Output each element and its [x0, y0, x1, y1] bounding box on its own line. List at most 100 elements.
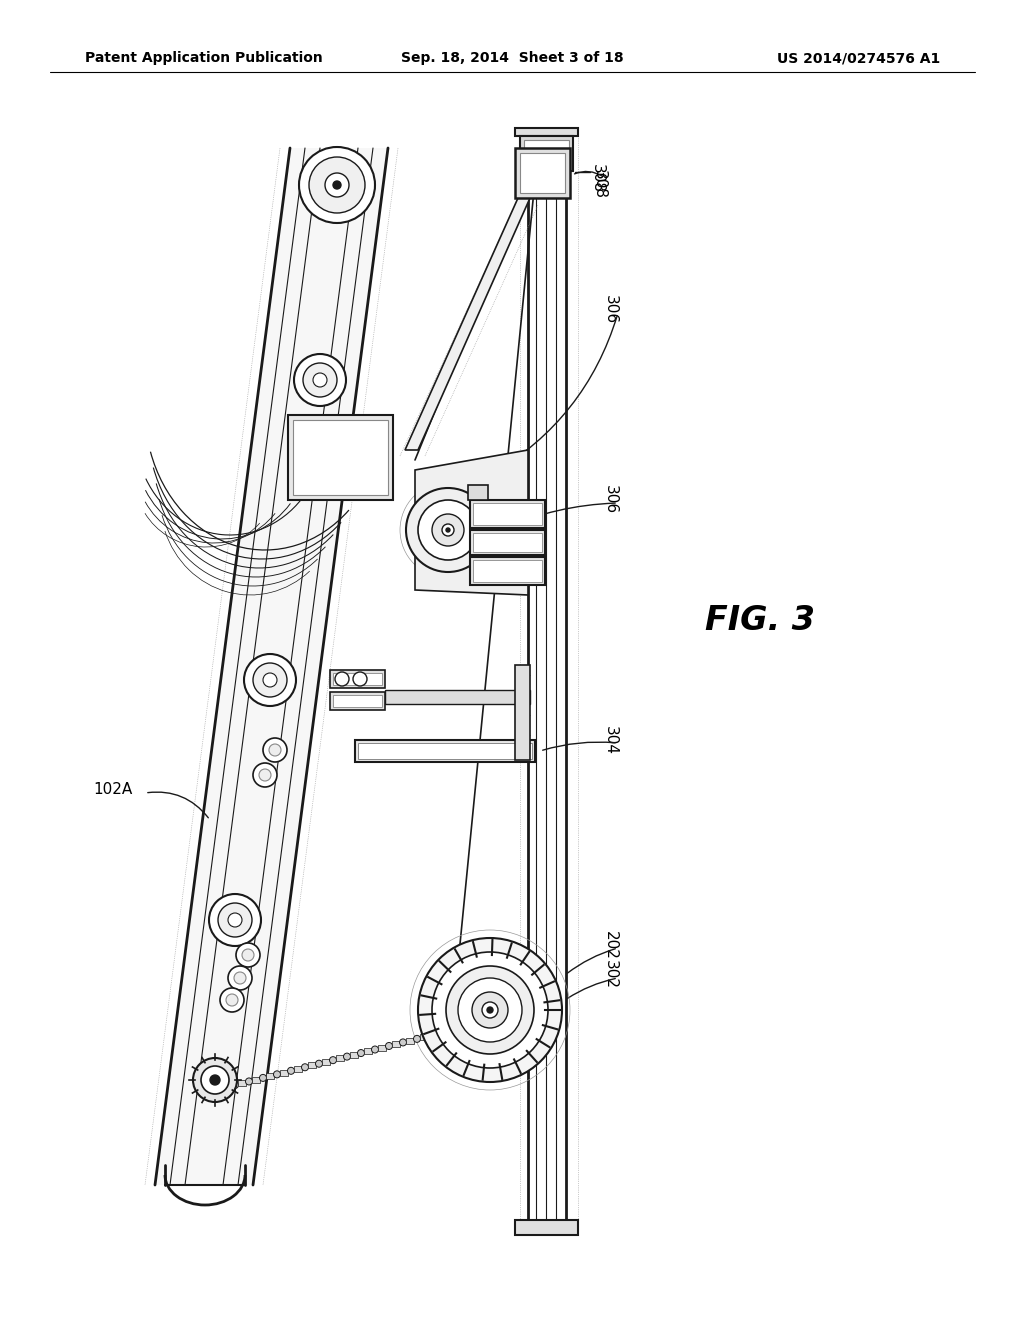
Circle shape	[418, 939, 562, 1082]
Text: FIG. 3: FIG. 3	[705, 603, 815, 636]
Circle shape	[385, 1043, 392, 1049]
Text: 306: 306	[603, 486, 618, 515]
Bar	[280, 1069, 288, 1076]
Circle shape	[242, 949, 254, 961]
Circle shape	[253, 663, 287, 697]
Bar	[238, 1080, 246, 1086]
Circle shape	[343, 1053, 350, 1060]
Circle shape	[273, 1071, 281, 1078]
Text: 306: 306	[603, 296, 618, 325]
Text: 302: 302	[603, 961, 618, 990]
Bar	[473, 503, 542, 525]
Bar	[473, 533, 542, 552]
Bar	[322, 1059, 330, 1065]
Circle shape	[231, 1081, 239, 1089]
Circle shape	[335, 672, 349, 686]
Circle shape	[313, 374, 327, 387]
Bar	[330, 671, 385, 688]
Circle shape	[446, 966, 534, 1053]
Text: 202: 202	[603, 931, 618, 960]
Bar	[524, 140, 569, 168]
Circle shape	[226, 994, 238, 1006]
Circle shape	[357, 1049, 365, 1056]
Bar	[470, 557, 545, 585]
Bar	[378, 1044, 386, 1051]
Bar	[420, 1034, 428, 1040]
Circle shape	[210, 1074, 220, 1085]
Circle shape	[406, 488, 490, 572]
Circle shape	[301, 1064, 308, 1071]
Circle shape	[193, 1059, 237, 1102]
Circle shape	[209, 894, 261, 946]
Circle shape	[482, 1002, 498, 1018]
Bar	[468, 484, 488, 500]
Bar	[515, 1220, 578, 1236]
Bar	[308, 1063, 316, 1068]
Circle shape	[353, 672, 367, 686]
Circle shape	[263, 673, 278, 686]
Polygon shape	[155, 148, 388, 1185]
Circle shape	[330, 1057, 337, 1064]
Bar	[406, 1038, 414, 1044]
Bar	[470, 500, 545, 528]
Bar	[266, 1073, 274, 1080]
Bar	[470, 531, 545, 554]
Text: 102A: 102A	[93, 783, 132, 797]
Bar	[293, 420, 388, 495]
Bar	[330, 692, 385, 710]
Bar	[288, 414, 393, 500]
Bar	[252, 1077, 260, 1082]
Bar	[350, 1052, 358, 1057]
Circle shape	[288, 1068, 295, 1074]
Bar	[515, 128, 578, 136]
Circle shape	[246, 1078, 253, 1085]
Bar	[520, 136, 573, 172]
Circle shape	[333, 181, 341, 189]
Circle shape	[259, 1074, 266, 1081]
Circle shape	[234, 972, 246, 983]
Bar	[515, 148, 570, 198]
Polygon shape	[406, 198, 530, 450]
Bar	[358, 743, 532, 759]
Circle shape	[269, 744, 281, 756]
Polygon shape	[415, 450, 528, 595]
Circle shape	[472, 993, 508, 1028]
Bar	[385, 690, 530, 704]
Bar	[434, 1031, 442, 1036]
Bar	[515, 665, 530, 760]
Circle shape	[446, 528, 450, 532]
Circle shape	[414, 1035, 421, 1043]
Circle shape	[315, 1060, 323, 1067]
Circle shape	[228, 913, 242, 927]
Circle shape	[253, 763, 278, 787]
Circle shape	[299, 147, 375, 223]
Bar	[473, 560, 542, 582]
Circle shape	[294, 354, 346, 407]
Bar	[355, 741, 535, 762]
Circle shape	[220, 987, 244, 1012]
Bar	[336, 1056, 344, 1061]
Circle shape	[236, 942, 260, 968]
Bar	[333, 696, 382, 708]
Bar	[392, 1041, 400, 1047]
Circle shape	[372, 1045, 379, 1053]
Bar	[333, 673, 382, 685]
Bar	[449, 1027, 456, 1034]
Circle shape	[244, 653, 296, 706]
Circle shape	[201, 1067, 229, 1094]
Circle shape	[263, 738, 287, 762]
Circle shape	[432, 952, 548, 1068]
Text: 308: 308	[590, 164, 605, 193]
Bar	[364, 1048, 372, 1055]
Circle shape	[487, 1007, 493, 1012]
Text: 304: 304	[603, 726, 618, 755]
Circle shape	[309, 157, 365, 213]
Circle shape	[303, 363, 337, 397]
Circle shape	[218, 903, 252, 937]
Circle shape	[441, 1028, 449, 1035]
Circle shape	[325, 173, 349, 197]
Text: Sep. 18, 2014  Sheet 3 of 18: Sep. 18, 2014 Sheet 3 of 18	[400, 51, 624, 65]
Bar	[294, 1067, 302, 1072]
Circle shape	[228, 966, 252, 990]
Circle shape	[427, 1032, 434, 1039]
